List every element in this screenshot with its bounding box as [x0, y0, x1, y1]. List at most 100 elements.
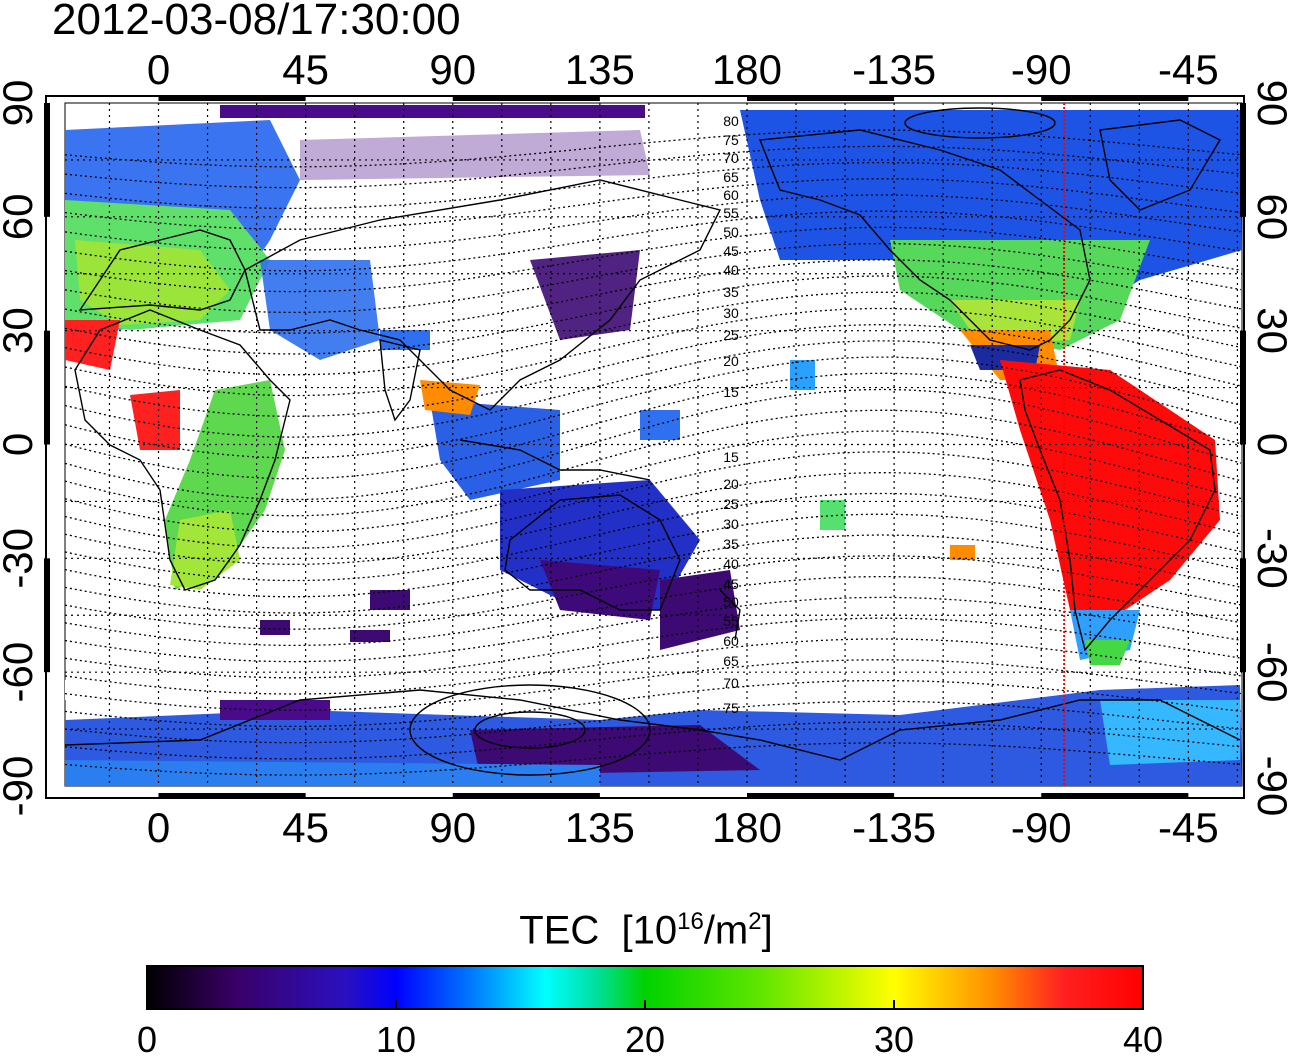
y-tick-label-left: 30 — [0, 307, 41, 354]
x-tick-label-top: -135 — [852, 46, 936, 93]
contour-label-south: 55 — [723, 613, 739, 629]
contour-label-north: 30 — [723, 305, 739, 321]
x-tick-label-top: 45 — [282, 46, 329, 93]
contour-label-south: 45 — [723, 576, 739, 592]
colorbar-tick-label: 40 — [1123, 1019, 1163, 1057]
axis-bar-left — [44, 103, 50, 217]
contour-line — [65, 210, 1242, 272]
y-tick-label-left: 90 — [0, 80, 41, 127]
colorbar-unit-prefix: [10 — [621, 908, 678, 953]
x-tick-label-bottom: 180 — [712, 804, 782, 851]
colorbar-unit-mid: /m — [703, 908, 749, 953]
y-tick-label-right: -60 — [1249, 642, 1292, 703]
axis-bar-right — [1240, 330, 1246, 445]
axis-bar-bottom — [452, 793, 600, 799]
contour-label-north: 15 — [723, 384, 739, 400]
colorbar-title: TEC [1016/m2] — [0, 908, 1292, 953]
x-tick-label-top: 135 — [565, 46, 635, 93]
axis-bar-bottom — [747, 793, 895, 799]
colorbar-unit-exp2: 2 — [748, 908, 762, 935]
contour-label-north: 60 — [723, 187, 739, 203]
colorbar-title-text: TEC — [519, 908, 600, 953]
axis-bar-bottom — [158, 793, 306, 799]
colorbar-tick-label: 30 — [874, 1019, 914, 1057]
contour-labels: 80 75 70 65 60 55 50 45 40 35 30 25 20 15 15 20 25 30 35 40… — [723, 113, 739, 716]
contour-line — [65, 194, 1242, 251]
colorbar-ticks: 0 10 20 30 40 — [137, 1000, 1163, 1057]
contour-label-south: 35 — [723, 536, 739, 552]
axis-bars — [44, 95, 1246, 799]
contour-label-south: 75 — [723, 700, 739, 716]
colorbar-unit-exp: 16 — [677, 908, 704, 935]
contour-line — [65, 242, 1242, 314]
axis-bar-top — [747, 95, 895, 101]
contour-label-north: 45 — [723, 243, 739, 259]
contour-label-north: 70 — [723, 150, 739, 166]
axis-bar-right — [1240, 558, 1246, 673]
contour-label-north: 20 — [723, 353, 739, 369]
contour-line — [65, 679, 1242, 728]
colorbar-unit-suffix: ] — [761, 908, 773, 953]
contour-line — [65, 291, 1242, 376]
contour-label-south: 40 — [723, 556, 739, 572]
contour-line — [65, 324, 1242, 417]
contour-line — [65, 129, 1242, 168]
timestamp-title: 2012-03-08/17:30:00 — [52, 0, 461, 44]
contour-line — [65, 472, 1242, 565]
x-tick-label-bottom: 135 — [565, 804, 635, 851]
axis-bar-top — [1041, 95, 1189, 101]
y-tick-label-right: 90 — [1249, 80, 1292, 127]
contour-line — [65, 307, 1242, 397]
contour-label-north: 35 — [723, 284, 739, 300]
axis-bar-top — [158, 95, 306, 101]
y-tick-label-left: -30 — [0, 528, 41, 589]
contour-label-north: 65 — [723, 169, 739, 185]
x-tick-label-top: -45 — [1158, 46, 1219, 93]
contour-line — [65, 492, 1242, 582]
colorbar-tick-label: 10 — [376, 1019, 416, 1057]
contour-line — [65, 742, 1242, 776]
axis-bar-top — [452, 95, 600, 101]
contour-line — [65, 575, 1242, 647]
contour-line — [65, 700, 1242, 744]
contour-line — [65, 721, 1242, 760]
y-tick-label-left: 60 — [0, 193, 41, 240]
y-tick-label-right: -90 — [1249, 756, 1292, 817]
contour-label-north: 55 — [723, 205, 739, 221]
axis-bar-left — [44, 330, 50, 445]
x-tick-label-top: 0 — [147, 46, 170, 93]
contour-line — [65, 388, 1242, 501]
contour-label-north: 75 — [723, 132, 739, 148]
contour-label-north: 80 — [723, 113, 739, 129]
x-tick-label-bottom: -135 — [852, 804, 936, 851]
x-tick-label-bottom: 0 — [147, 804, 170, 851]
contour-line — [65, 161, 1242, 210]
contour-label-south: 25 — [723, 496, 739, 512]
y-tick-label-left: -60 — [0, 642, 41, 703]
contour-label-north: 50 — [723, 224, 739, 240]
contour-line — [65, 596, 1242, 663]
x-tick-label-top: 90 — [429, 46, 476, 93]
axis-bar-bottom — [1041, 793, 1189, 799]
contour-label-south: 15 — [723, 449, 739, 465]
y-tick-label-left: 0 — [0, 433, 41, 456]
y-tick-label-right: 30 — [1249, 307, 1292, 354]
contour-line — [65, 617, 1242, 679]
x-tick-label-bottom: 45 — [282, 804, 329, 851]
x-tick-label-top: 180 — [712, 46, 782, 93]
contour-line — [65, 226, 1242, 293]
contour-label-north: 40 — [723, 262, 739, 278]
x-tick-label-bottom: -45 — [1158, 804, 1219, 851]
axis-bar-left — [44, 558, 50, 673]
colorbar-tick-label: 0 — [137, 1019, 157, 1057]
magnetic-latitude-contours — [65, 129, 1242, 776]
colorbar-tick-label: 20 — [625, 1019, 665, 1057]
contour-line — [65, 372, 1242, 480]
contour-line — [65, 178, 1242, 230]
contour-label-south: 20 — [723, 476, 739, 492]
axis-bar-right — [1240, 103, 1246, 217]
contour-label-south: 30 — [723, 516, 739, 532]
y-tick-label-left: -90 — [0, 756, 41, 817]
y-tick-label-right: -30 — [1249, 528, 1292, 589]
